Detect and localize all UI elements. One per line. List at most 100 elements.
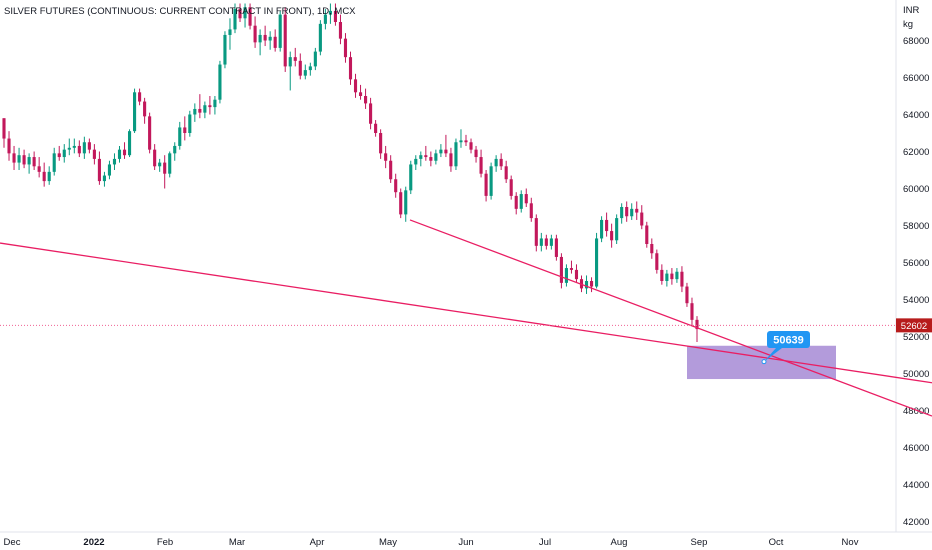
candle-body [27, 157, 31, 165]
candle [12, 145, 16, 170]
candle-body [459, 140, 463, 143]
candle-body [690, 303, 694, 320]
candle-body [394, 179, 398, 193]
candle [2, 118, 6, 148]
candle-body [549, 238, 553, 246]
candle [374, 120, 378, 137]
candle-body [7, 138, 11, 154]
candle-body [213, 99, 217, 108]
candle-body [474, 149, 478, 158]
candle [258, 29, 262, 56]
candle-body [424, 155, 428, 158]
candle-body [243, 7, 247, 19]
short-term-trendline [409, 219, 932, 417]
candle-body [318, 23, 322, 52]
candle [584, 275, 589, 294]
candle [238, 3, 242, 22]
candle [198, 94, 202, 119]
candle-body [600, 219, 604, 239]
candle-body [208, 105, 212, 108]
candle-body [595, 238, 599, 287]
candle-body [484, 173, 488, 196]
target-zone [687, 345, 836, 380]
candle-body [364, 96, 368, 104]
candle [97, 151, 101, 185]
candle [178, 121, 182, 150]
candle [288, 51, 292, 91]
candle-body [358, 92, 363, 96]
candle-body [228, 29, 232, 35]
candle-body [323, 14, 327, 24]
candle [605, 212, 609, 237]
candle [499, 153, 503, 170]
target-callout-box [767, 331, 810, 348]
candle-body [404, 190, 408, 215]
candle-body [444, 149, 448, 154]
candle [640, 205, 644, 230]
candle-body [414, 158, 418, 165]
candle [107, 160, 112, 180]
candle-body [504, 166, 508, 180]
candle [17, 147, 21, 170]
candle-body [67, 147, 71, 150]
candle-body [22, 155, 26, 165]
candle-body [37, 166, 41, 172]
candle-body [253, 25, 257, 43]
candle [544, 234, 548, 250]
candle-body [645, 225, 649, 244]
x-tick-label: Dec [4, 537, 21, 548]
candle [298, 53, 302, 80]
candle [569, 260, 574, 274]
y-tick-label: 62000 [903, 147, 929, 158]
candle-body [554, 238, 558, 257]
candle-body [660, 269, 664, 281]
candle [218, 60, 222, 104]
candle-body [143, 101, 147, 117]
x-tick-label: Jul [539, 537, 551, 548]
candle-body [389, 160, 393, 180]
candle-body [288, 57, 292, 67]
candle [293, 47, 297, 67]
candle-body [620, 207, 624, 219]
candle [615, 214, 619, 244]
candle [469, 138, 473, 154]
candle-body [529, 203, 533, 219]
candle [138, 88, 142, 106]
candle-body [650, 244, 654, 254]
candle [353, 73, 358, 98]
candle-body [559, 256, 563, 283]
target-callout-layer: 50639 [761, 331, 810, 365]
candle [42, 162, 46, 187]
candle-body [107, 164, 112, 176]
candle [394, 173, 398, 198]
candle-body [283, 14, 287, 67]
candle-body [499, 158, 503, 167]
candle [519, 190, 523, 213]
candle-body [328, 10, 332, 15]
candle-body [122, 149, 127, 156]
candle-body [82, 142, 86, 154]
candle [328, 3, 332, 24]
candle-body [353, 79, 358, 93]
candle-body [62, 149, 66, 158]
candle [595, 232, 599, 289]
candle-body [374, 123, 378, 133]
candle-body [308, 66, 312, 71]
candle-body [97, 158, 101, 182]
candle [675, 268, 679, 283]
candle-body [263, 34, 267, 41]
candle-body [434, 153, 438, 161]
candle-body [12, 153, 16, 163]
candle [333, 3, 337, 26]
candle-body [519, 194, 523, 209]
y-tick-label: 64000 [903, 110, 929, 121]
candle-body [605, 219, 609, 232]
candle-body [640, 212, 644, 226]
y-tick-label: 44000 [903, 480, 929, 491]
candle [47, 166, 51, 185]
candle-body [625, 207, 629, 217]
candle [600, 216, 604, 243]
candle-body [268, 36, 272, 41]
candle [263, 25, 267, 47]
